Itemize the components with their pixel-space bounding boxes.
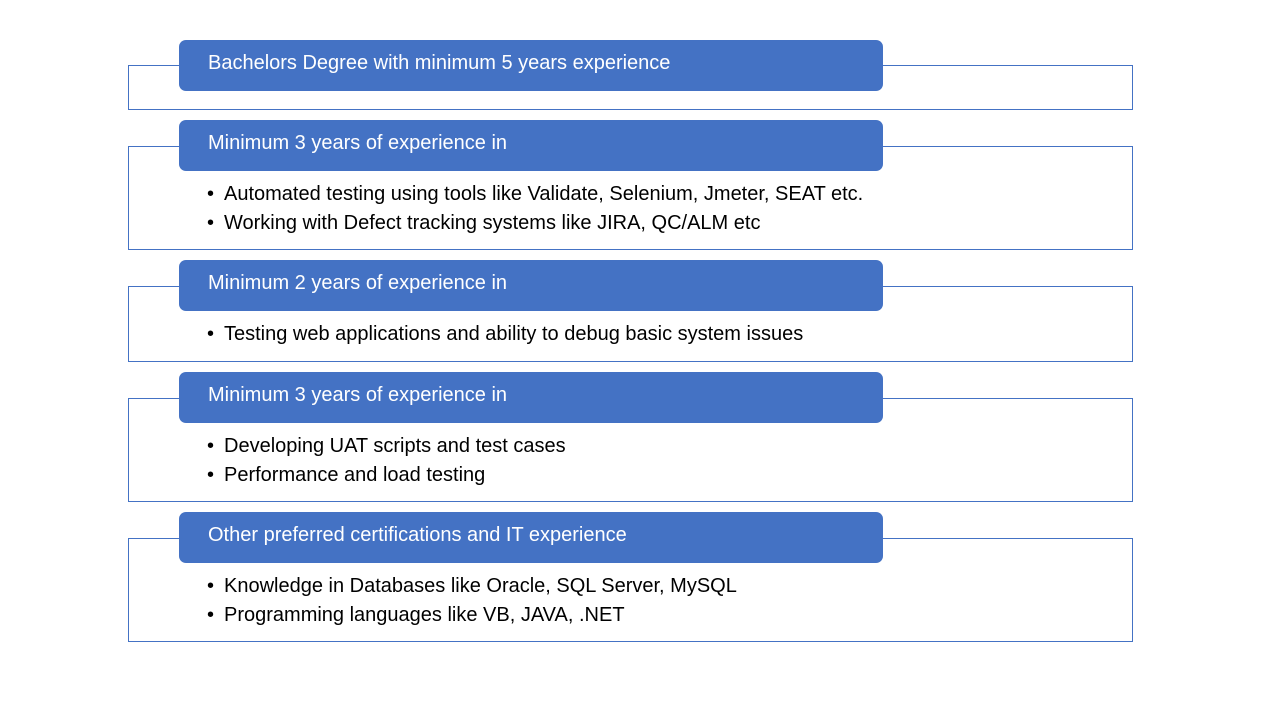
bullet-text: Programming languages like VB, JAVA, .NE… [224, 604, 625, 626]
bullet-item: • Automated testing using tools like Vali… [207, 180, 863, 209]
bullet-item: • Performance and load testing [207, 461, 566, 490]
bullet-item: • Developing UAT scripts and test cases [207, 432, 566, 461]
bullet-dot-icon: • [207, 575, 215, 597]
bullet-text: Performance and load testing [224, 464, 486, 486]
bullet-dot-icon: • [207, 212, 215, 234]
bullet-dot-icon: • [207, 604, 215, 626]
bullet-text: Working with Defect tracking systems lik… [224, 212, 761, 234]
bullet-dot-icon: • [207, 183, 215, 205]
bullet-item: • Programming languages like VB, JAVA, .N… [207, 601, 737, 630]
bullet-list: • Automated testing using tools like Vali… [207, 180, 863, 238]
bullet-text: Automated testing using tools like Valid… [224, 183, 864, 205]
bullet-list: • Developing UAT scripts and test cases •… [207, 432, 566, 490]
section-header: Minimum 3 years of experience in [179, 372, 883, 423]
bullet-list: • Testing web applications and ability to… [207, 320, 803, 349]
bullet-text: Developing UAT scripts and test cases [224, 435, 566, 457]
section-header: Minimum 3 years of experience in [179, 120, 883, 171]
bullet-list: • Knowledge in Databases like Oracle, SQL… [207, 572, 737, 630]
section-header: Other preferred certifications and IT ex… [179, 512, 883, 563]
section-header: Bachelors Degree with minimum 5 years ex… [179, 40, 883, 91]
bullet-dot-icon: • [207, 464, 215, 486]
section-header: Minimum 2 years of experience in [179, 260, 883, 311]
bullet-item: • Working with Defect tracking systems li… [207, 209, 863, 238]
bullet-dot-icon: • [207, 435, 215, 457]
bullet-text: Knowledge in Databases like Oracle, SQL … [224, 575, 737, 597]
bullet-dot-icon: • [207, 323, 215, 345]
bullet-item: • Testing web applications and ability to… [207, 320, 803, 349]
bullet-item: • Knowledge in Databases like Oracle, SQL… [207, 572, 737, 601]
bullet-text: Testing web applications and ability to … [224, 323, 804, 345]
